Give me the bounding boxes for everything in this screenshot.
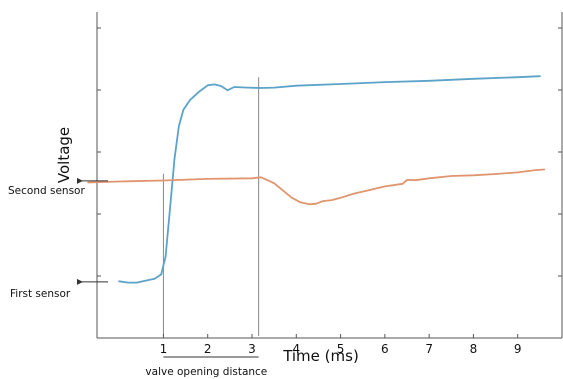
series-line xyxy=(118,75,541,284)
y-axis-ticks xyxy=(97,27,562,277)
plot-frame xyxy=(96,12,563,339)
x-tick-label: 9 xyxy=(514,342,522,356)
series-layer xyxy=(87,75,546,284)
valve-opening-label: valve opening distance xyxy=(145,366,267,378)
series-line xyxy=(87,168,546,206)
reference-lines xyxy=(162,77,260,336)
annotation-label: Second sensor xyxy=(8,185,85,197)
x-tick-label: 5 xyxy=(337,342,345,356)
y-axis-label: Voltage xyxy=(55,127,73,183)
x-tick-label: 8 xyxy=(470,342,478,356)
x-tick-label: 4 xyxy=(292,342,300,356)
x-tick-label: 1 xyxy=(160,342,168,356)
annotation-label: First sensor xyxy=(10,288,71,300)
x-tick-label: 7 xyxy=(425,342,433,356)
x-axis-ticks: 1 2 3 4 5 6 7 8 9 xyxy=(160,334,522,356)
x-axis-label: Time (ms) xyxy=(282,347,359,365)
x-tick-label: 2 xyxy=(204,342,212,356)
x-tick-label: 3 xyxy=(248,342,256,356)
x-tick-label: 6 xyxy=(381,342,389,356)
annotations: Second sensor First sensor valve opening d… xyxy=(8,177,267,378)
